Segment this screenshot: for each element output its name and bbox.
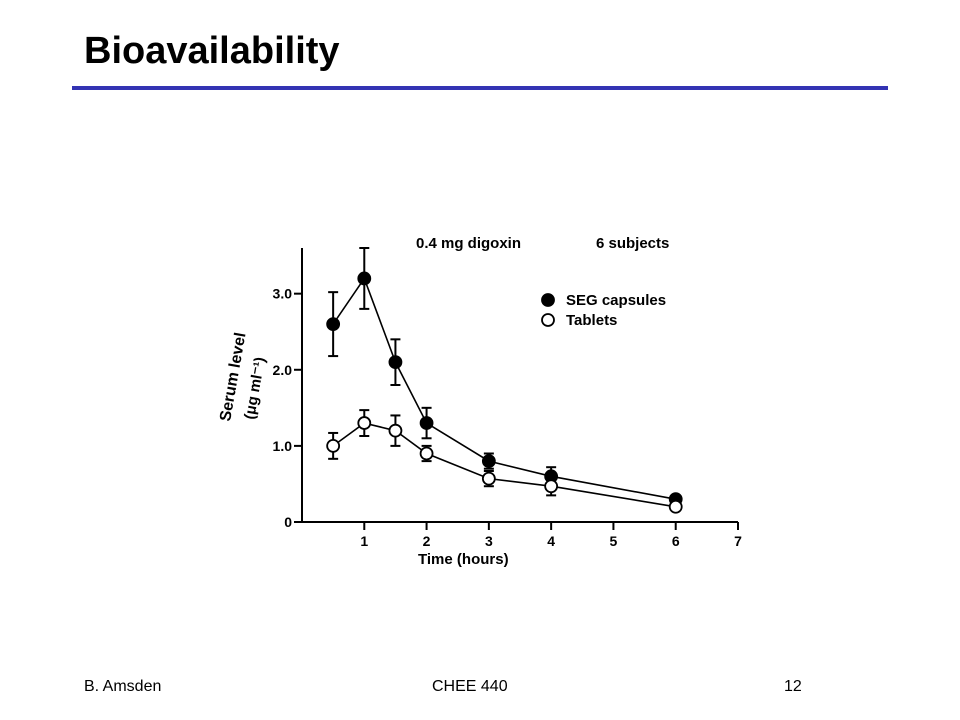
chart-subtitle: 6 subjects — [596, 235, 669, 252]
x-tick-label: 4 — [547, 533, 555, 549]
x-tick-label: 7 — [734, 533, 742, 549]
legend-label-seg-capsules: SEG capsules — [566, 292, 666, 309]
legend-marker-seg-capsules — [541, 293, 555, 307]
slide-title: Bioavailability — [84, 30, 340, 72]
data-point — [357, 271, 372, 286]
footer-course: CHEE 440 — [432, 678, 508, 695]
data-point — [388, 355, 403, 370]
x-tick-label: 6 — [672, 533, 680, 549]
footer-page-number: 12 — [784, 678, 802, 695]
x-axis-label: Time (hours) — [418, 551, 509, 568]
data-point — [326, 317, 341, 332]
chart-plot — [326, 247, 683, 514]
data-point — [481, 471, 496, 486]
footer-author: B. Amsden — [84, 678, 162, 695]
data-point — [481, 454, 496, 469]
y-axis-label-line2: (μg ml⁻¹) — [241, 356, 269, 421]
legend-marker-tablets — [541, 313, 555, 327]
serum-level-chart: 1 2 3 4 5 6 7 0 1.0 2.0 3.0 0.4 mg digoxin 6 subje… — [217, 235, 743, 568]
legend-label-tablets: Tablets — [566, 312, 617, 329]
x-tick-label: 2 — [423, 533, 431, 549]
x-tick-label: 1 — [360, 533, 368, 549]
data-point — [668, 499, 683, 514]
data-point — [419, 446, 434, 461]
series-line — [332, 276, 676, 500]
chart-ticks: 1 2 3 4 5 6 7 0 1.0 2.0 3.0 — [273, 286, 743, 549]
data-point — [419, 416, 434, 430]
data-point — [357, 416, 372, 430]
y-tick-label: 1.0 — [273, 438, 293, 454]
y-tick-label: 3.0 — [273, 286, 293, 302]
y-tick-label: 2.0 — [273, 362, 293, 378]
chart-title: 0.4 mg digoxin — [416, 235, 521, 252]
x-tick-label: 3 — [485, 533, 493, 549]
chart-legend: SEG capsules Tablets — [541, 292, 666, 329]
data-point — [326, 438, 341, 453]
data-point — [388, 423, 403, 438]
data-point — [544, 479, 559, 494]
y-tick-label: 0 — [284, 514, 292, 530]
title-rule — [72, 86, 888, 90]
x-tick-label: 5 — [610, 533, 618, 549]
